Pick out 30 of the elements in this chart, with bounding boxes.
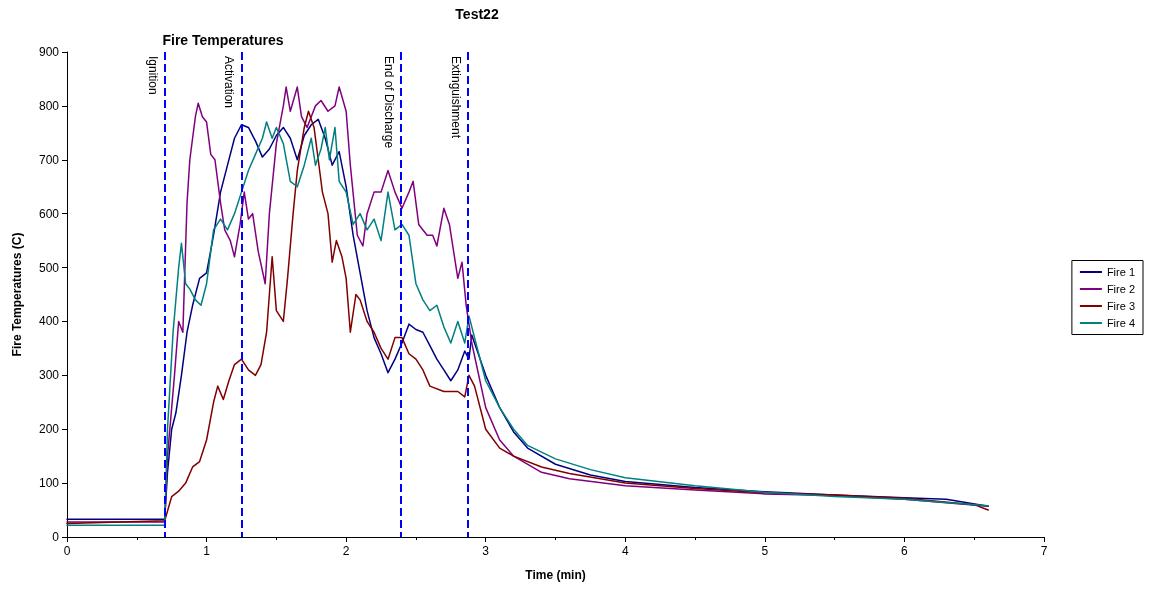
x-tick-label: 4	[621, 544, 629, 558]
y-axis-title: Fire Temperatures (C)	[10, 232, 24, 357]
x-tick-label: 6	[901, 544, 909, 558]
x-tick-label: 1	[203, 544, 211, 558]
chart-title: Test22	[455, 6, 499, 22]
legend-label: Fire 1	[1106, 266, 1136, 278]
ref-line-label: Ignition	[145, 56, 160, 95]
legend-label: Fire 4	[1106, 317, 1136, 329]
x-tick-label: 2	[342, 544, 350, 558]
y-tick-label: 600	[38, 206, 60, 221]
legend-label: Fire 3	[1106, 300, 1136, 312]
y-tick-label: 800	[38, 98, 60, 113]
x-tick-label: 3	[482, 544, 490, 558]
y-tick-label: 900	[38, 45, 60, 59]
y-tick-label: 100	[38, 476, 60, 491]
y-tick-label: 200	[38, 422, 60, 437]
y-tick-label: 300	[38, 368, 60, 383]
y-tick-label: 500	[38, 260, 60, 275]
y-tick-label: 400	[38, 314, 60, 329]
y-tick-label: 0	[52, 530, 60, 544]
y-tick-label: 700	[38, 152, 60, 167]
chart-subtitle: Fire Temperatures	[162, 32, 284, 48]
x-axis-title: Time (min)	[525, 568, 586, 582]
ref-line-label: Extinguishment	[448, 56, 463, 139]
legend-label: Fire 2	[1106, 283, 1136, 295]
ref-line-label: Activation	[222, 56, 237, 109]
ref-line-label: End of Discharge	[381, 56, 396, 149]
x-tick-label: 5	[761, 544, 769, 558]
x-tick-label: 7	[1040, 544, 1048, 558]
x-tick-label: 0	[63, 544, 71, 558]
